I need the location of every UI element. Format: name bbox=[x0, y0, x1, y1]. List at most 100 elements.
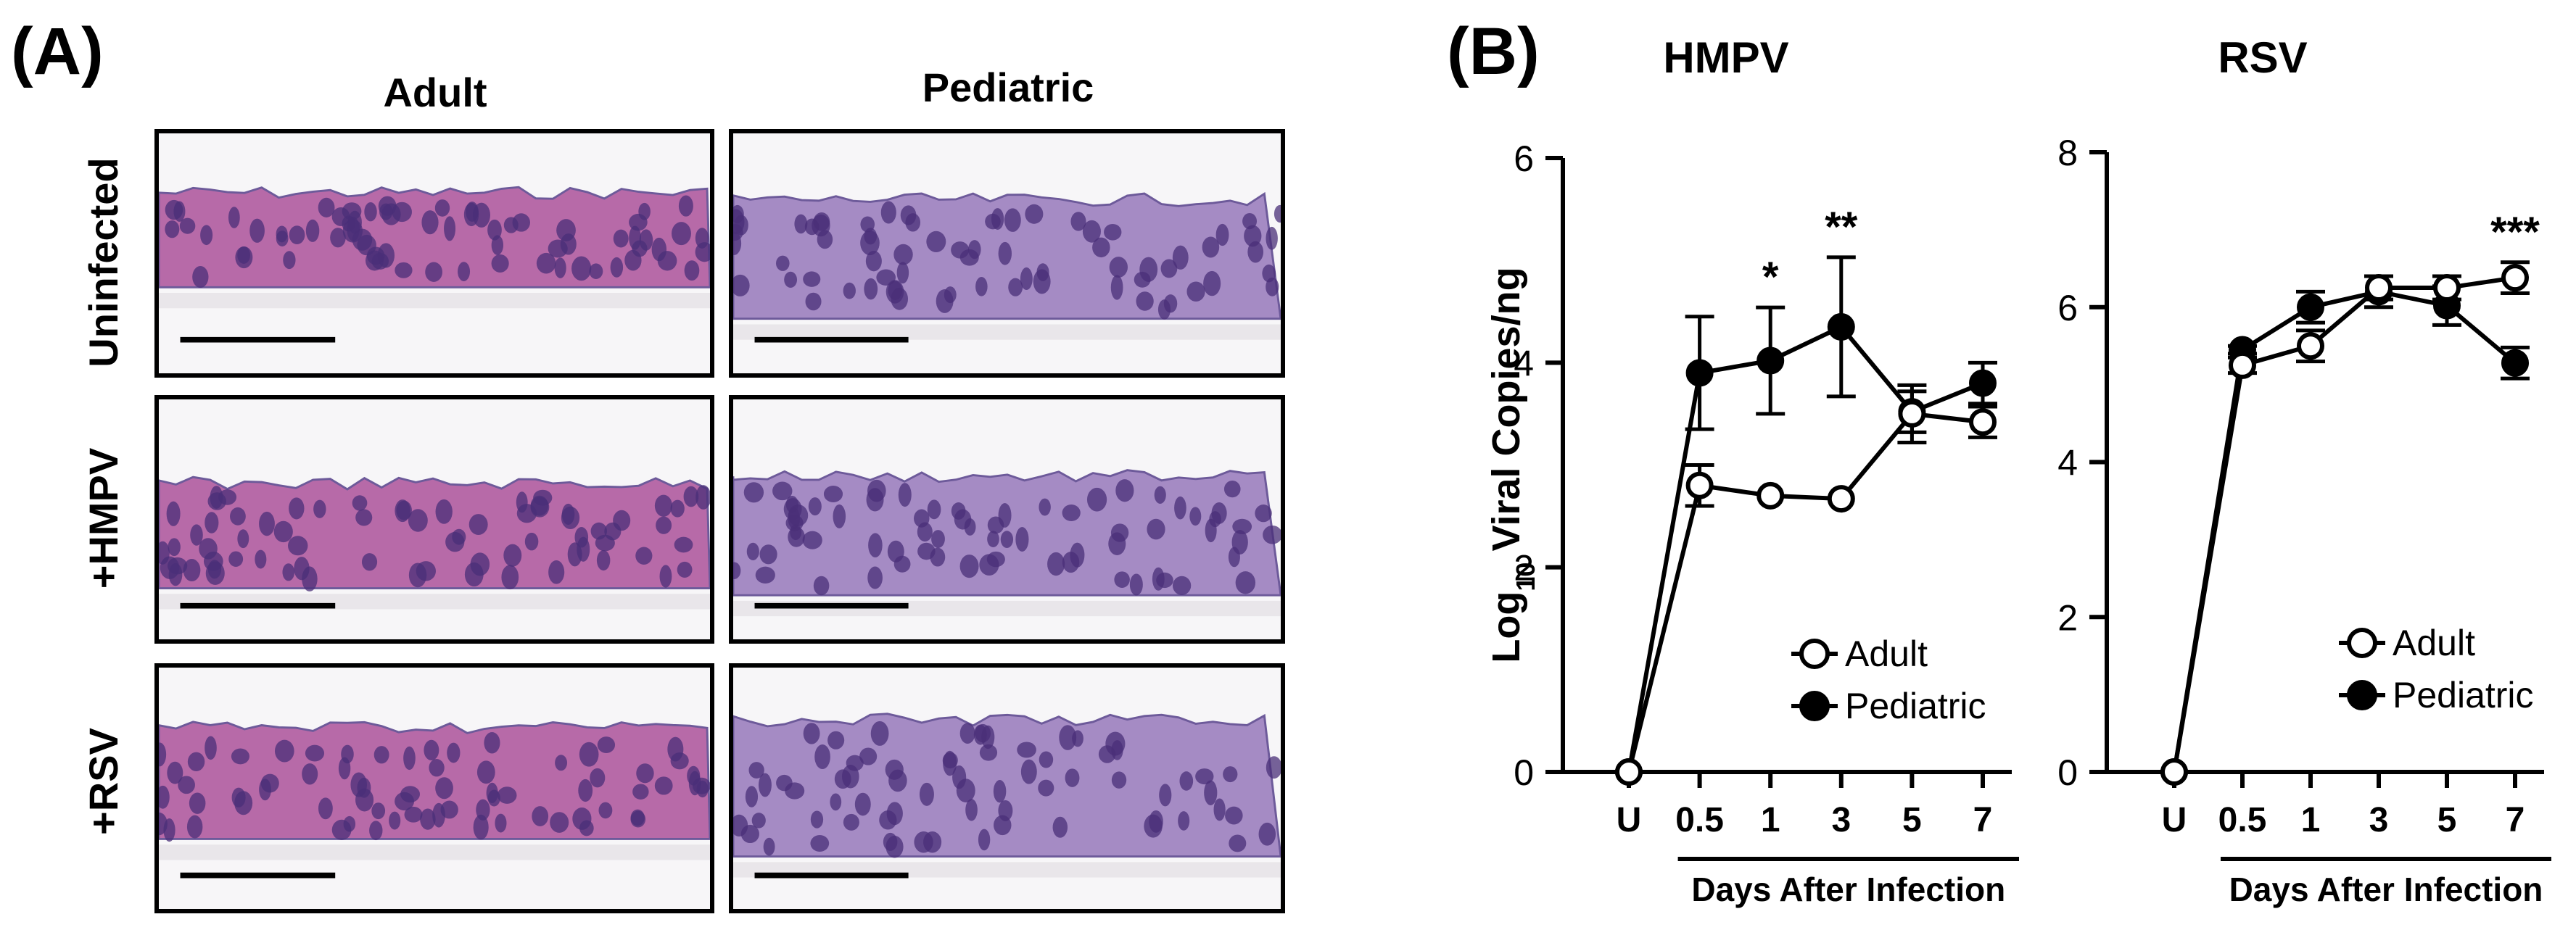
cell-nucleus bbox=[1235, 571, 1256, 594]
cell-nucleus bbox=[917, 522, 933, 542]
cell-nucleus bbox=[1000, 531, 1014, 548]
cell-nucleus bbox=[868, 533, 883, 558]
cell-nucleus bbox=[237, 246, 251, 264]
cell-nucleus bbox=[1204, 780, 1218, 805]
cell-nucleus bbox=[654, 776, 673, 795]
cell-nucleus bbox=[274, 739, 294, 763]
histology-pediatric-uninfected bbox=[729, 129, 1285, 378]
cell-nucleus bbox=[276, 225, 288, 243]
cell-nucleus bbox=[255, 549, 267, 569]
cell-nucleus bbox=[501, 565, 519, 590]
cell-nucleus bbox=[420, 808, 436, 830]
cell-nucleus bbox=[656, 516, 672, 534]
cell-nucleus bbox=[178, 776, 195, 794]
cell-nucleus bbox=[572, 807, 592, 830]
cell-nucleus bbox=[776, 255, 790, 271]
cell-nucleus bbox=[1223, 481, 1241, 498]
legend-label: Pediatric bbox=[2393, 675, 2534, 715]
cell-nucleus bbox=[200, 225, 213, 246]
y-tick-label: 6 bbox=[1514, 138, 1534, 179]
cell-nucleus bbox=[302, 763, 318, 785]
cell-nucleus bbox=[435, 499, 453, 524]
cell-nucleus bbox=[1114, 571, 1130, 588]
cell-nucleus bbox=[503, 544, 522, 567]
cell-nucleus bbox=[364, 202, 377, 222]
chart-title-rsv: RSV bbox=[2218, 33, 2308, 82]
cell-nucleus bbox=[672, 222, 691, 246]
cell-nucleus bbox=[794, 214, 808, 234]
cell-nucleus bbox=[495, 813, 507, 833]
cell-nucleus bbox=[1255, 505, 1272, 523]
cell-nucleus bbox=[784, 271, 798, 288]
data-point-adult bbox=[2433, 274, 2461, 302]
data-point-pediatric bbox=[1685, 359, 1714, 387]
cell-nucleus bbox=[524, 532, 539, 551]
cell-nucleus bbox=[998, 503, 1012, 528]
histology-image bbox=[159, 399, 710, 639]
cell-nucleus bbox=[424, 739, 439, 761]
significance-marker: ** bbox=[1825, 204, 1858, 251]
cell-nucleus bbox=[733, 224, 743, 241]
data-point-pediatric bbox=[1969, 369, 1997, 397]
cell-nucleus bbox=[1111, 740, 1123, 760]
cell-nucleus bbox=[1215, 223, 1229, 246]
data-point-adult bbox=[1685, 471, 1714, 499]
cell-nucleus bbox=[759, 544, 777, 565]
cell-nucleus bbox=[944, 286, 957, 304]
cell-nucleus bbox=[943, 750, 957, 776]
cell-nucleus bbox=[632, 784, 649, 800]
cell-nucleus bbox=[497, 786, 517, 804]
histology-image bbox=[159, 668, 710, 909]
cell-nucleus bbox=[772, 481, 793, 501]
cell-nucleus bbox=[1266, 277, 1279, 296]
cell-nucleus bbox=[487, 789, 500, 807]
cell-nucleus bbox=[1247, 241, 1264, 263]
cell-nucleus bbox=[484, 731, 500, 754]
cell-nucleus bbox=[692, 777, 710, 794]
cell-nucleus bbox=[931, 530, 945, 548]
cell-nucleus bbox=[1110, 523, 1129, 542]
cell-nucleus bbox=[833, 504, 846, 528]
cell-nucleus bbox=[330, 228, 346, 248]
cell-nucleus bbox=[1195, 768, 1214, 785]
cell-nucleus bbox=[550, 812, 569, 833]
cell-nucleus bbox=[579, 742, 599, 767]
cell-nucleus bbox=[166, 501, 181, 526]
cell-nucleus bbox=[369, 821, 383, 841]
cell-nucleus bbox=[165, 220, 180, 238]
x-tick-label: 1 bbox=[2301, 801, 2321, 839]
cell-nucleus bbox=[1258, 822, 1276, 846]
cell-nucleus bbox=[571, 256, 592, 281]
y-tick-label: 0 bbox=[1514, 752, 1534, 793]
legend-label: Pediatric bbox=[1845, 686, 1986, 726]
cell-nucleus bbox=[740, 824, 759, 844]
cell-nucleus bbox=[823, 486, 843, 503]
data-point-adult bbox=[2229, 351, 2256, 379]
cell-nucleus bbox=[758, 773, 772, 797]
data-point-pediatric bbox=[2501, 349, 2529, 377]
cell-nucleus bbox=[561, 503, 575, 525]
cell-nucleus bbox=[657, 251, 677, 271]
cell-nucleus bbox=[560, 233, 577, 255]
cell-nucleus bbox=[843, 282, 856, 299]
cell-nucleus bbox=[168, 538, 181, 557]
cell-nucleus bbox=[458, 262, 471, 281]
data-point-adult bbox=[1898, 399, 1926, 428]
cell-nucleus bbox=[199, 538, 218, 560]
cell-nucleus bbox=[395, 262, 413, 278]
cell-nucleus bbox=[654, 494, 673, 517]
cell-nucleus bbox=[1266, 226, 1278, 250]
cell-nucleus bbox=[159, 742, 167, 767]
cell-nucleus bbox=[554, 257, 566, 278]
cell-nucleus bbox=[595, 534, 615, 552]
cell-nucleus bbox=[1213, 798, 1226, 821]
cell-nucleus bbox=[379, 203, 393, 220]
cell-nucleus bbox=[167, 761, 183, 784]
cell-nucleus bbox=[318, 197, 335, 217]
cell-nucleus bbox=[512, 213, 530, 232]
data-point-pediatric bbox=[1756, 346, 1785, 375]
cell-nucleus bbox=[788, 526, 805, 547]
cell-nucleus bbox=[207, 492, 226, 510]
cell-nucleus bbox=[810, 835, 830, 852]
cell-nucleus bbox=[468, 514, 488, 536]
